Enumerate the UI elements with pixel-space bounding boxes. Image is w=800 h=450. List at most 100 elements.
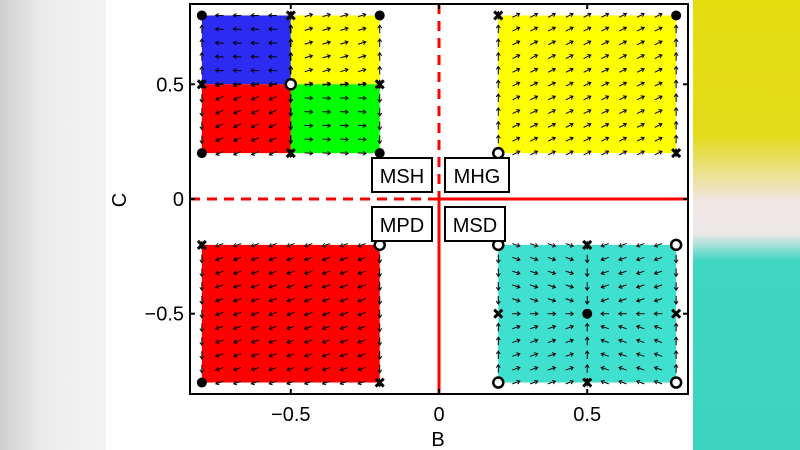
vector-arrow — [268, 339, 277, 344]
vector-arrow-shaft — [286, 284, 295, 288]
vector-arrow-shaft — [251, 137, 260, 142]
vector-arrow-shaft — [565, 298, 574, 302]
y-axis-label: C — [109, 193, 131, 207]
vector-arrow-shaft — [547, 366, 556, 371]
vector-arrow-shaft — [512, 325, 521, 330]
vector-arrow-head — [250, 123, 256, 129]
vector-arrow — [653, 298, 663, 303]
vector-arrow — [547, 136, 557, 142]
vector-arrow-shaft — [654, 26, 663, 32]
vector-arrow — [357, 339, 366, 344]
vector-arrow — [654, 81, 663, 87]
vector-arrow — [618, 12, 628, 18]
vector-arrow-shaft — [340, 68, 349, 73]
vector-arrow-head — [199, 355, 205, 360]
vector-arrow-head — [673, 273, 679, 278]
vector-arrow-head — [551, 150, 557, 155]
vector-arrow — [232, 353, 242, 358]
vector-arrow-head — [377, 355, 383, 360]
vector-arrow-head — [570, 311, 575, 317]
vector-arrow-shaft — [636, 256, 645, 261]
vector-arrow-head — [321, 339, 327, 344]
vector-arrow-head — [250, 96, 256, 101]
vector-arrow — [635, 379, 645, 385]
vector-arrow — [340, 26, 349, 32]
vector-arrow-head — [533, 109, 539, 114]
vector-arrow-shaft — [322, 339, 331, 344]
vector-arrow-shaft — [547, 82, 556, 87]
vector-arrow — [286, 366, 295, 372]
vector-arrow-head — [327, 95, 332, 101]
vector-arrow-head — [551, 136, 557, 141]
vector-arrow — [286, 380, 295, 386]
vector-arrow-head — [587, 95, 592, 100]
vector-arrow — [495, 51, 501, 61]
vector-arrow-shaft — [233, 82, 242, 87]
vector-arrow-shaft — [357, 27, 366, 31]
vector-arrow-shaft — [601, 243, 609, 247]
vector-arrow — [268, 325, 277, 331]
vector-arrow — [232, 298, 242, 303]
vector-arrow-head — [232, 243, 238, 248]
vector-arrow — [303, 325, 313, 331]
vector-arrow-shaft — [601, 137, 609, 142]
vector-arrow-head — [587, 54, 592, 59]
vector-arrow-head — [622, 67, 628, 73]
vector-arrow-shaft — [601, 270, 609, 275]
vector-arrow-shaft — [357, 284, 366, 288]
vector-arrow-shaft — [233, 95, 242, 101]
vector-arrow — [673, 336, 679, 346]
vector-arrow-head — [250, 325, 255, 331]
vector-arrow-head — [618, 243, 623, 248]
vector-arrow-head — [215, 298, 220, 303]
vector-arrow — [547, 324, 557, 330]
vector-arrow-head — [534, 311, 539, 317]
vector-arrow — [530, 40, 539, 46]
vector-arrow-head — [199, 300, 205, 305]
vector-arrow — [268, 366, 277, 372]
vector-arrow-head — [250, 137, 256, 143]
vector-arrow — [250, 256, 260, 262]
vector-arrow — [565, 54, 574, 60]
vector-arrow-shaft — [215, 256, 224, 261]
vector-arrow-shaft — [601, 109, 609, 115]
vector-arrow — [601, 150, 610, 156]
vector-arrow-head — [584, 350, 590, 355]
vector-arrow-shaft — [233, 137, 242, 142]
vector-arrow-head — [327, 150, 332, 156]
vector-arrow-head — [303, 284, 309, 289]
vector-arrow — [199, 107, 205, 117]
vector-arrow-head — [344, 67, 349, 73]
vector-arrow-head — [584, 363, 590, 368]
vector-arrow — [304, 81, 314, 87]
vector-arrow-shaft — [547, 380, 556, 385]
vector-arrow-shaft — [233, 380, 242, 385]
vector-arrow-shaft — [215, 311, 224, 316]
vector-arrow-head — [268, 243, 273, 248]
vector-arrow-shaft — [251, 95, 260, 101]
vector-arrow-head — [321, 270, 327, 276]
vector-arrow-shaft — [357, 256, 366, 261]
vector-arrow — [357, 109, 367, 115]
vector-arrow — [512, 311, 521, 317]
vector-arrow-shaft — [529, 325, 538, 330]
vector-arrow-shaft — [618, 284, 627, 288]
vector-arrow-head — [232, 82, 238, 88]
vector-arrow — [215, 339, 224, 344]
vector-arrow — [635, 256, 645, 262]
vector-arrow — [565, 311, 575, 317]
vector-arrow — [584, 336, 590, 346]
vector-arrow-shaft — [618, 270, 627, 275]
vector-arrow-head — [533, 67, 539, 73]
vector-arrow — [268, 380, 277, 386]
vector-arrow — [618, 284, 627, 289]
vector-arrow-shaft — [286, 298, 295, 302]
vector-arrow-head — [326, 12, 332, 18]
vector-arrow-shaft — [340, 284, 349, 288]
vector-arrow-head — [640, 150, 645, 155]
vector-arrow — [512, 284, 521, 289]
vector-arrow-shaft — [601, 123, 609, 128]
vector-arrow-shaft — [565, 40, 574, 46]
vector-arrow-shaft — [251, 151, 260, 156]
vector-arrow — [286, 298, 295, 303]
